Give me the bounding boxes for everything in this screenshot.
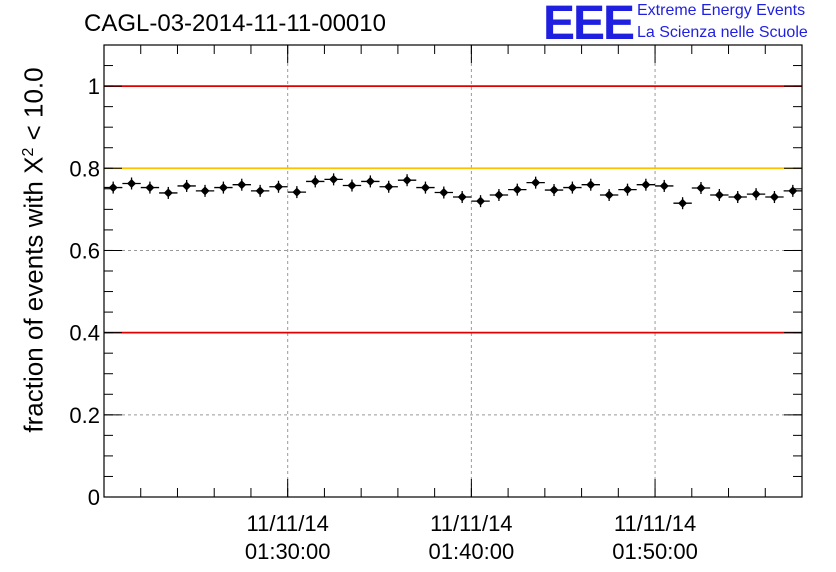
data-point	[751, 189, 761, 199]
eee-logo: EEE	[543, 0, 635, 50]
data-point	[182, 181, 192, 191]
y-axis-ticks: 0 0.2 0.4 0.6 0.8 1	[69, 65, 802, 510]
y-tick-label: 0.8	[69, 156, 100, 181]
data-point	[549, 185, 559, 195]
x-tick-label-date: 11/11/14	[614, 511, 696, 536]
data-point	[420, 183, 430, 193]
x-tick-label-time: 01:30:00	[245, 539, 331, 564]
x-tick-label-date: 11/11/14	[430, 511, 512, 536]
logo-line-2: La Scienza nelle Scuole	[637, 24, 808, 41]
data-point	[163, 188, 173, 198]
chart-title: CAGL-03-2014-11-11-00010	[84, 10, 386, 37]
y-axis-label: fraction of events with X2 < 10.0	[19, 67, 50, 432]
reference-lines	[104, 85, 802, 334]
data-point	[384, 182, 394, 192]
data-point	[365, 176, 375, 186]
data-point	[127, 178, 137, 188]
y-tick-label: 0	[88, 485, 100, 510]
data-point	[145, 183, 155, 193]
data-point	[604, 190, 614, 200]
data-point	[457, 192, 467, 202]
grid-lines	[104, 45, 802, 497]
data-point	[108, 183, 118, 193]
y-tick-label: 0.4	[69, 321, 100, 346]
y-axis-label-prefix: fraction of events with X	[18, 156, 49, 433]
data-point	[200, 186, 210, 196]
x-tick-label-time: 01:50:00	[612, 539, 698, 564]
data-point	[494, 190, 504, 200]
data-point	[329, 174, 339, 184]
data-point	[512, 185, 522, 195]
logo-line-1: Extreme Energy Events	[637, 2, 806, 19]
data-point	[292, 187, 302, 197]
data-point	[788, 186, 798, 196]
data-point	[733, 192, 743, 202]
data-point	[641, 180, 651, 190]
data-point	[678, 198, 688, 208]
y-tick-label: 0.2	[69, 403, 100, 428]
x-tick-label-date: 11/11/14	[246, 511, 328, 536]
data-point	[274, 182, 283, 192]
data-point	[476, 196, 486, 206]
data-point	[218, 183, 228, 193]
data-point	[531, 178, 541, 188]
data-point	[769, 192, 779, 202]
data-point	[237, 180, 247, 190]
x-tick-label-time: 01:40:00	[429, 539, 515, 564]
data-point	[696, 183, 706, 193]
y-axis-label-sup: 2	[19, 147, 37, 157]
data-point	[402, 175, 412, 185]
data-point	[347, 181, 357, 191]
data-points	[104, 173, 802, 210]
y-axis-label-suffix: < 10.0	[18, 67, 49, 148]
plot-frame	[103, 44, 803, 498]
data-point	[586, 180, 596, 190]
data-point	[310, 176, 320, 186]
x-axis-ticks: 11/11/14 01:30:00 11/11/14 01:40:00 11/11/14…	[103, 45, 803, 564]
data-point	[623, 185, 632, 195]
data-point	[439, 188, 449, 198]
data-point	[255, 186, 265, 196]
data-point	[567, 183, 577, 193]
data-point	[714, 190, 724, 200]
y-tick-label: 1	[88, 74, 100, 99]
y-tick-label: 0.6	[69, 238, 100, 263]
data-point	[659, 181, 669, 191]
